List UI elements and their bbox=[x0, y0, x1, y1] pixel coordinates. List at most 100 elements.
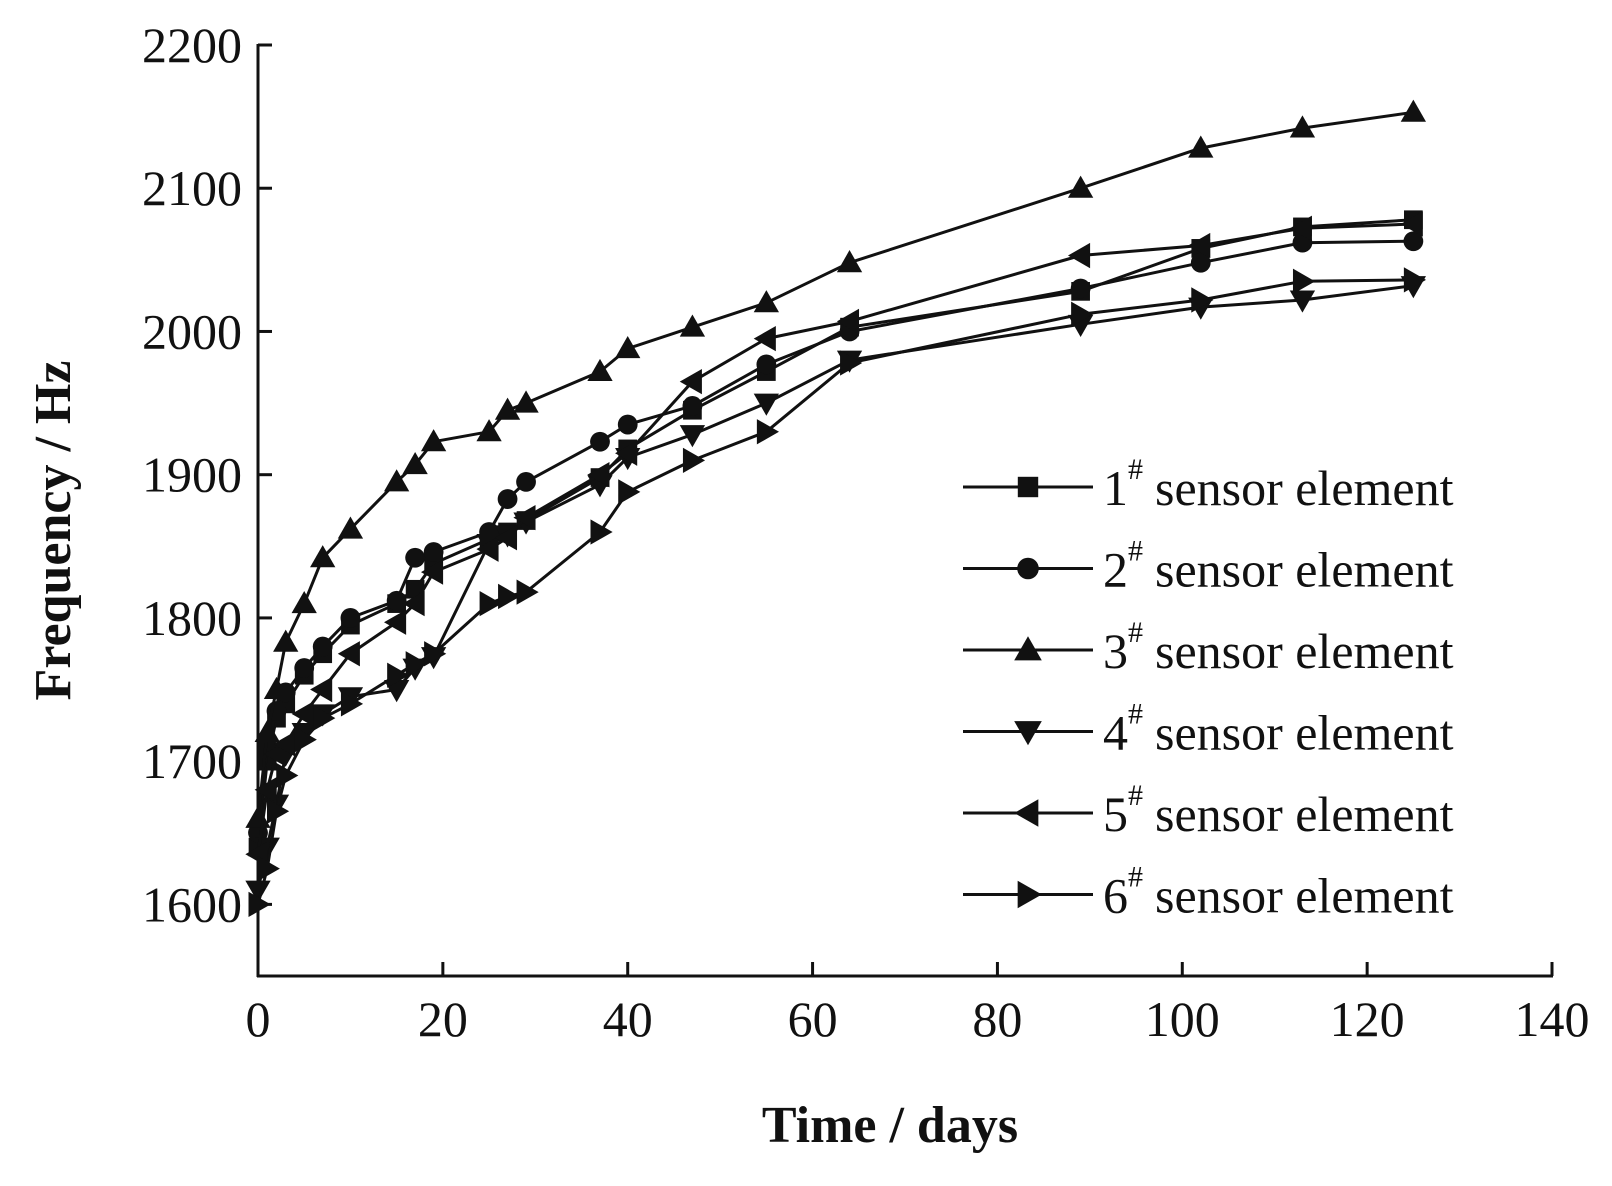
legend-text: sensor element bbox=[1155, 705, 1454, 761]
series-3-line bbox=[256, 110, 1414, 819]
series-6-point bbox=[248, 891, 271, 918]
legend-item-2: 2# sensor element bbox=[963, 535, 1454, 598]
x-tick-label: 60 bbox=[788, 991, 838, 1047]
y-tick-label: 2200 bbox=[142, 17, 242, 73]
series-5-point bbox=[494, 525, 518, 551]
series-3-point bbox=[753, 290, 780, 313]
x-tick-label: 40 bbox=[603, 991, 653, 1047]
series-3-point bbox=[476, 419, 502, 442]
series-3-point bbox=[245, 805, 271, 828]
legend-item-3: 3# sensor element bbox=[963, 616, 1454, 679]
series-3-point bbox=[615, 335, 641, 359]
x-tick-label: 100 bbox=[1145, 991, 1220, 1047]
series-5-point bbox=[513, 505, 536, 531]
y-axis-title: Frequency / Hz bbox=[25, 361, 82, 701]
series-2-point bbox=[617, 414, 638, 435]
series-5 bbox=[245, 211, 1423, 867]
series-5-point bbox=[1188, 232, 1211, 259]
series-2-point bbox=[516, 471, 536, 492]
series-5-point bbox=[1289, 215, 1312, 241]
series-5-point bbox=[615, 440, 638, 466]
series-3-point bbox=[1289, 115, 1316, 138]
series-3 bbox=[245, 99, 1427, 828]
series-6-point bbox=[387, 662, 410, 688]
legend-item-6: 6# sensor element bbox=[963, 861, 1454, 924]
series-6-point bbox=[590, 519, 613, 545]
series-6-point bbox=[479, 590, 502, 617]
x-tick-label: 0 bbox=[246, 991, 271, 1047]
series-3-point bbox=[273, 629, 299, 652]
legend-label: 4# sensor element bbox=[1103, 698, 1454, 761]
legend-marker bbox=[1017, 557, 1039, 580]
legend-number: 3 bbox=[1103, 623, 1128, 679]
series-6-point bbox=[756, 419, 780, 445]
series-6-point bbox=[405, 651, 428, 677]
series-5-point bbox=[273, 731, 296, 757]
series-6-point bbox=[1191, 287, 1214, 313]
series-3-point bbox=[310, 545, 336, 568]
x-axis-title: Time / days bbox=[762, 1097, 1018, 1154]
legend-marker bbox=[1014, 721, 1042, 746]
series-5-point bbox=[291, 701, 314, 727]
legend-label: 2# sensor element bbox=[1103, 535, 1454, 598]
series-6-point bbox=[516, 579, 539, 605]
series-5-point bbox=[1067, 242, 1091, 269]
series-3-point bbox=[254, 719, 280, 742]
series-5-point bbox=[254, 777, 277, 803]
y-tick-label: 1600 bbox=[142, 876, 242, 932]
legend-number: 6 bbox=[1103, 868, 1128, 924]
series-3-point bbox=[291, 590, 317, 614]
legend-number: 4 bbox=[1103, 705, 1128, 761]
series-4-point bbox=[1289, 290, 1316, 313]
y-tick-label: 1800 bbox=[142, 590, 242, 646]
series-3-point bbox=[263, 676, 290, 700]
series-6-point bbox=[498, 583, 521, 610]
series-3-point bbox=[402, 452, 428, 475]
legend-marker bbox=[1014, 636, 1042, 661]
y-tick-label: 2000 bbox=[142, 303, 242, 359]
series-5-point bbox=[753, 325, 776, 352]
series-2-point bbox=[386, 590, 407, 611]
series-2-point bbox=[294, 658, 315, 678]
series-3-point bbox=[679, 314, 706, 337]
series-3-point bbox=[420, 429, 447, 452]
series-6-point bbox=[276, 762, 299, 789]
series-3-point bbox=[494, 397, 521, 420]
y-tick-label: 2100 bbox=[142, 160, 242, 216]
legend-superscript: # bbox=[1128, 779, 1143, 812]
series-6-point bbox=[424, 641, 447, 667]
legend-superscript: # bbox=[1128, 616, 1143, 649]
series-2-point bbox=[1190, 252, 1211, 273]
series-6-point bbox=[266, 798, 290, 824]
legend-number: 1 bbox=[1103, 460, 1128, 516]
series-5-point bbox=[679, 368, 702, 395]
series-2-point bbox=[340, 608, 361, 628]
series-5-point bbox=[402, 590, 425, 617]
legend-text: sensor element bbox=[1155, 623, 1454, 679]
series-3-point bbox=[1188, 135, 1214, 158]
series-3-point bbox=[1400, 99, 1427, 122]
legend-marker bbox=[1017, 880, 1042, 909]
series-5-point bbox=[836, 308, 860, 335]
series-3-point bbox=[1067, 175, 1094, 198]
legend-number: 5 bbox=[1103, 786, 1128, 842]
y-tick-label: 1900 bbox=[142, 447, 242, 503]
series-5-point bbox=[476, 536, 499, 562]
series-3-point bbox=[337, 516, 364, 539]
series-3-point bbox=[587, 358, 613, 382]
series-2-point bbox=[312, 636, 333, 657]
series-3-point bbox=[513, 390, 539, 413]
legend-label: 1# sensor element bbox=[1103, 453, 1454, 516]
legend-superscript: # bbox=[1128, 535, 1143, 568]
series-4-point bbox=[679, 425, 706, 448]
legend-marker bbox=[1017, 476, 1039, 498]
series-6-point bbox=[313, 705, 336, 731]
series-2-point bbox=[497, 489, 518, 509]
series-2-line bbox=[256, 239, 1414, 833]
series-5-point bbox=[1400, 211, 1423, 237]
series-6-point bbox=[340, 691, 364, 717]
series-5-point bbox=[383, 609, 407, 635]
series-4-point bbox=[245, 880, 271, 903]
